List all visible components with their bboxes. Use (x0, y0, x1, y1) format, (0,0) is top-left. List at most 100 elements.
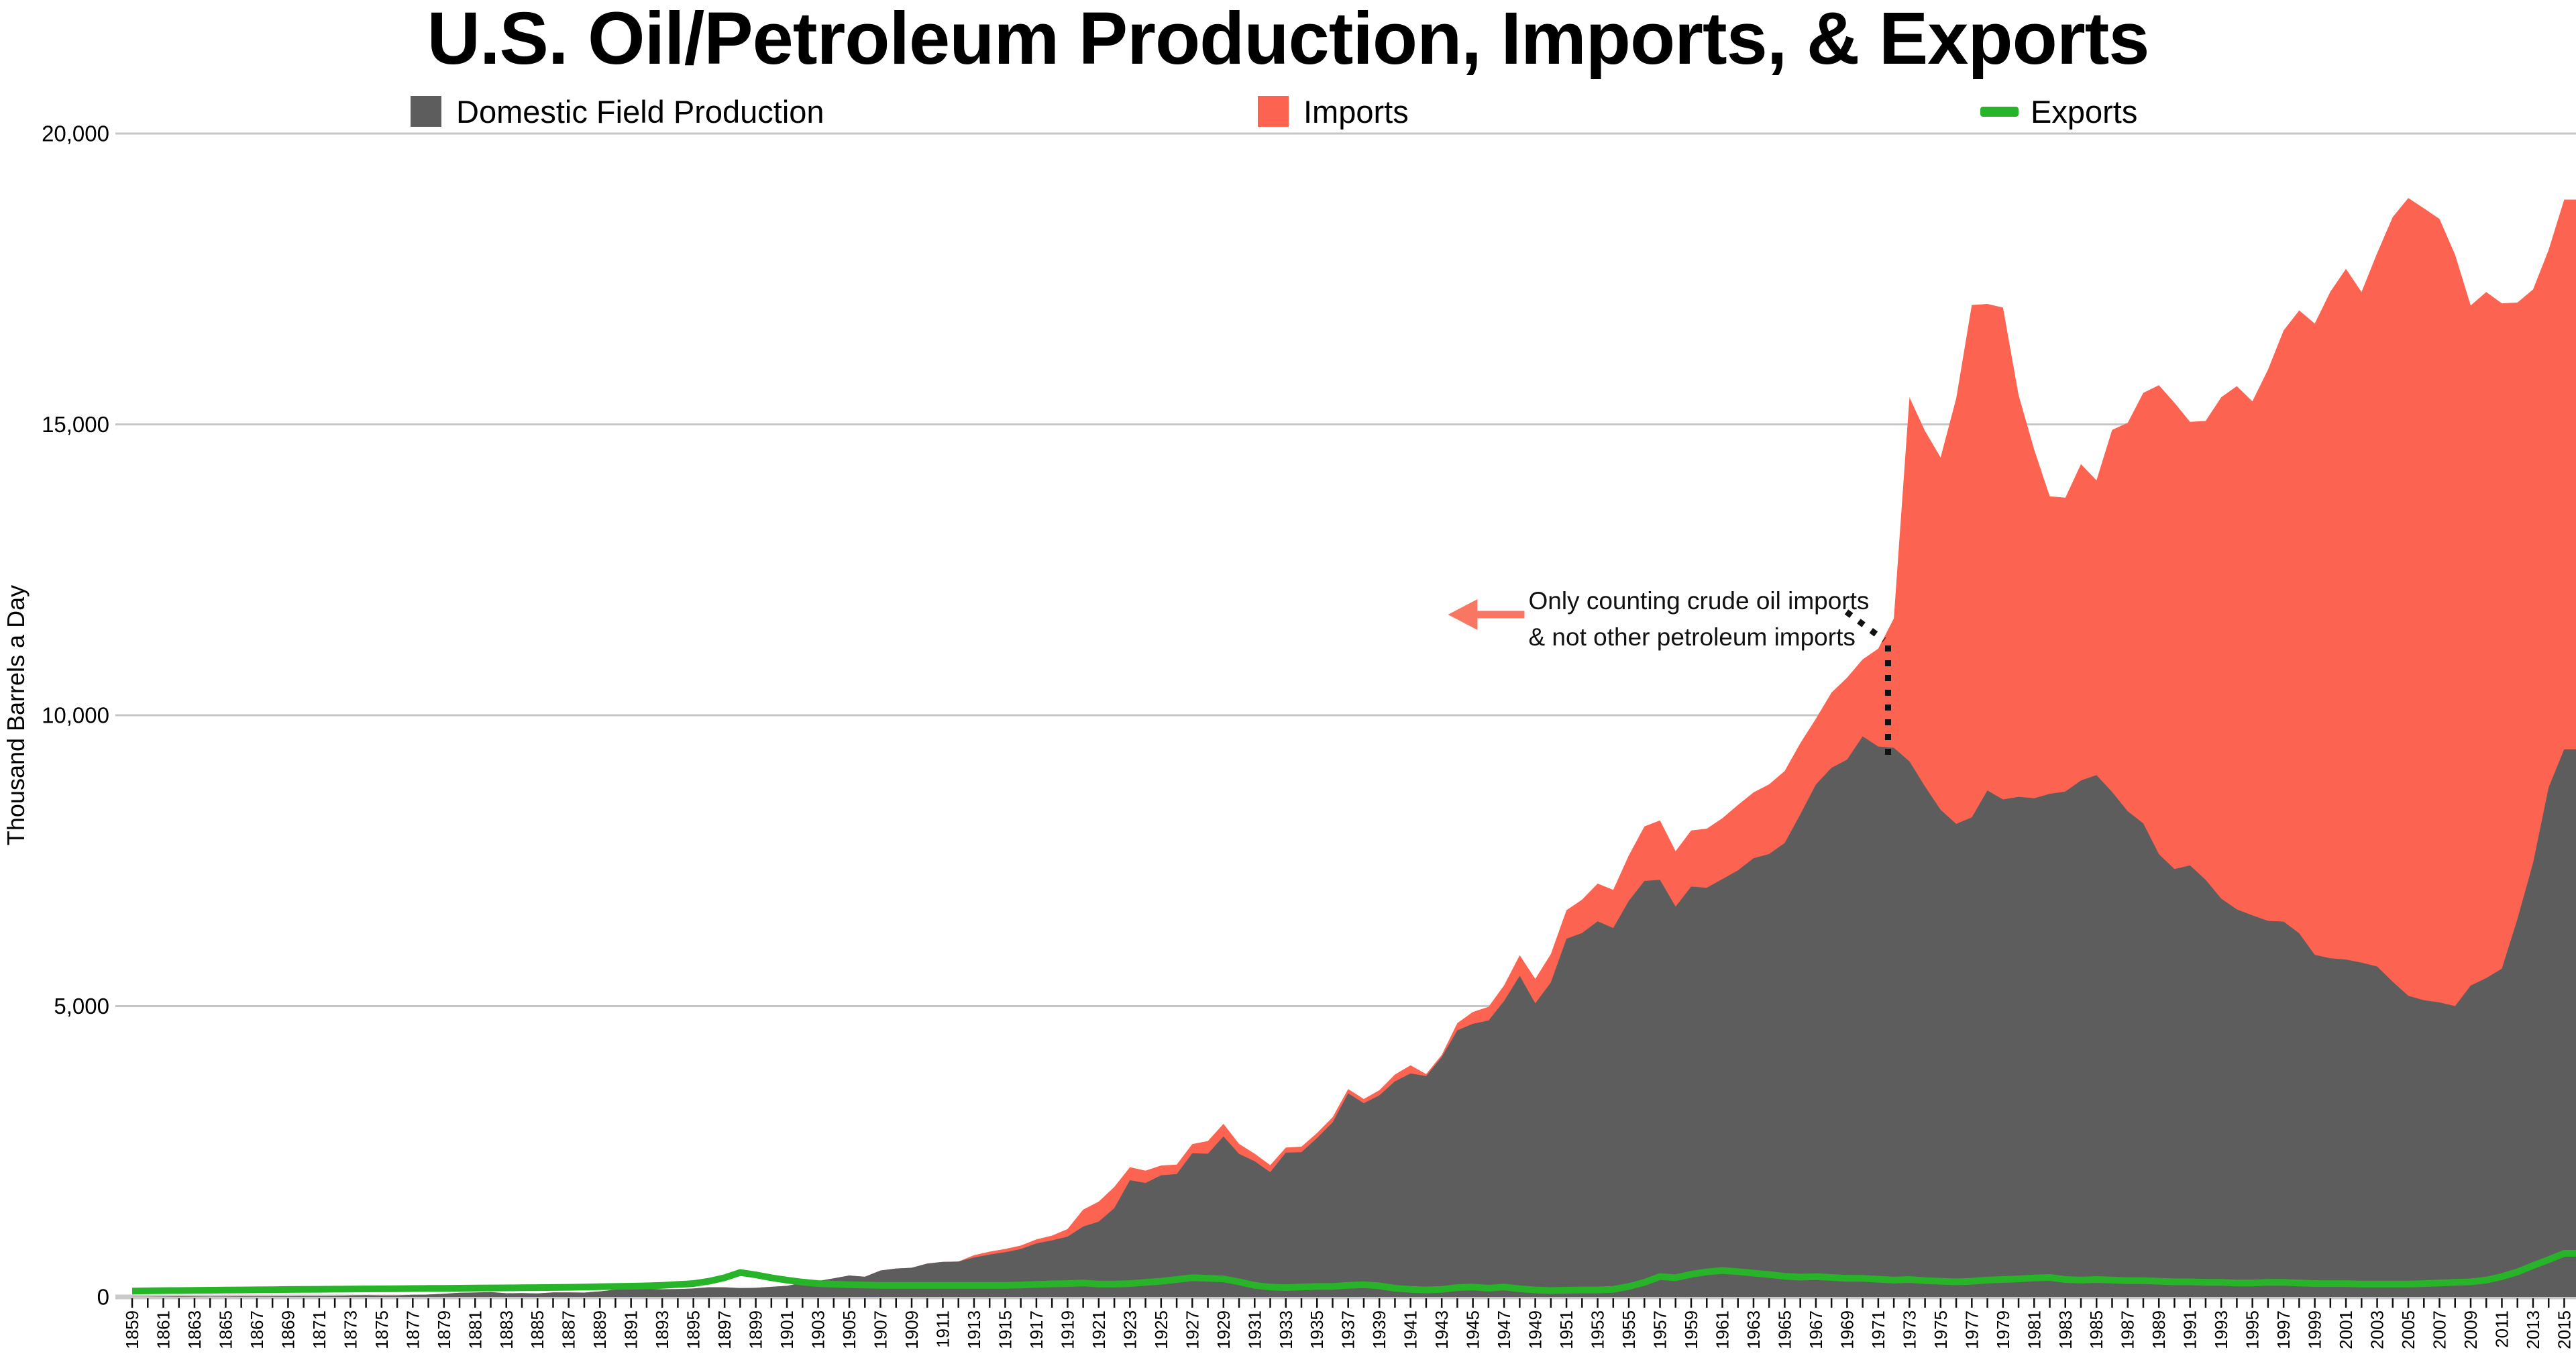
x-tick-label: 1889 (590, 1310, 610, 1349)
x-tick-label: 1949 (1525, 1310, 1546, 1349)
legend-label-imports: Imports (1303, 93, 1409, 129)
y-tick-label: 15,000 (42, 412, 109, 437)
x-tick-label: 1981 (2024, 1310, 2044, 1349)
x-tick-label: 1983 (2055, 1310, 2076, 1349)
x-tick-label: 1873 (340, 1310, 360, 1349)
y-tick-label: 5,000 (54, 994, 109, 1018)
x-tick-label: 1959 (1681, 1310, 1701, 1349)
x-tick-label: 1973 (1899, 1310, 1919, 1349)
x-tick-label: 1941 (1401, 1310, 1421, 1349)
x-tick-label: 1867 (247, 1310, 267, 1349)
x-tick-label: 1887 (559, 1310, 579, 1349)
x-tick-label: 1955 (1619, 1310, 1639, 1349)
x-tick-label: 1987 (2118, 1310, 2138, 1349)
x-tick-label: 1879 (434, 1310, 454, 1349)
x-tick-label: 1953 (1588, 1310, 1608, 1349)
x-tick-label: 1929 (1214, 1310, 1234, 1349)
x-tick-label: 1975 (1931, 1310, 1951, 1349)
y-tick-label: 10,000 (42, 703, 109, 728)
x-tick-label: 1967 (1806, 1310, 1826, 1349)
x-tick-label: 1905 (839, 1310, 859, 1349)
x-tick-label: 1995 (2243, 1310, 2263, 1349)
legend-swatch-production-icon (411, 96, 441, 127)
annotation-arrow-icon (1448, 599, 1478, 630)
legend-label-production: Domestic Field Production (456, 93, 824, 129)
exports-line (131, 1250, 2576, 1295)
x-tick-label: 2009 (2461, 1310, 2481, 1349)
x-tick-label: 1999 (2305, 1310, 2325, 1349)
annotation-text-line1: Only counting crude oil imports (1528, 587, 1869, 615)
x-tick-label: 1931 (1244, 1310, 1265, 1349)
x-tick-label: 1921 (1089, 1310, 1109, 1349)
legend-item-exports: Exports (1980, 93, 2137, 130)
x-tick-label: 2001 (2336, 1310, 2356, 1349)
x-tick-label: 1919 (1057, 1310, 1077, 1349)
x-tick-label: 1885 (527, 1310, 547, 1349)
x-tick-label: 1907 (871, 1310, 891, 1349)
x-tick-label: 1951 (1556, 1310, 1576, 1349)
x-tick-label: 1925 (1151, 1310, 1171, 1349)
x-tick-label: 1997 (2273, 1310, 2294, 1349)
x-tick-label: 2005 (2398, 1310, 2418, 1349)
x-tick-label: 1897 (714, 1310, 735, 1349)
y-tick-label: 20,000 (42, 121, 109, 146)
legend-item-imports: Imports (1258, 93, 1409, 130)
x-tick-label: 1947 (1494, 1310, 1514, 1349)
annotation-text-line2: & not other petroleum imports (1528, 623, 1855, 651)
x-tick-label: 1863 (184, 1310, 205, 1349)
x-tick-label: 1977 (1962, 1310, 1982, 1349)
x-tick-label: 1927 (1182, 1310, 1202, 1349)
x-tick-label: 1923 (1120, 1310, 1140, 1349)
x-tick-label: 1893 (652, 1310, 672, 1349)
y-tick-label: 0 (97, 1285, 109, 1310)
x-tick-label: 1859 (122, 1310, 142, 1349)
x-tick-label: 1971 (1868, 1310, 1888, 1349)
x-tick-label: 1899 (746, 1310, 766, 1349)
x-tick-label: 1869 (278, 1310, 298, 1349)
legend-item-production: Domestic Field Production (411, 93, 824, 130)
x-tick-label: 1911 (932, 1310, 953, 1348)
x-tick-label: 1943 (1432, 1310, 1452, 1349)
legend-dash-exports-icon (1980, 106, 2019, 117)
x-tick-label: 1939 (1369, 1310, 1389, 1349)
x-tick-label: 1913 (964, 1310, 984, 1349)
x-tick-label: 1957 (1650, 1310, 1670, 1349)
x-tick-label: 1963 (1743, 1310, 1764, 1349)
x-tick-label: 1915 (995, 1310, 1015, 1349)
x-tick-label: 1917 (1026, 1310, 1046, 1349)
y-axis-title: Thousand Barrels a Day (2, 585, 30, 845)
x-tick-label: 1979 (1993, 1310, 2013, 1349)
x-tick-label: 2011 (2491, 1310, 2512, 1348)
x-tick-label: 2007 (2430, 1310, 2450, 1349)
x-tick-label: 1965 (1774, 1310, 1794, 1349)
annotation: Only counting crude oil imports & not ot… (1448, 587, 1891, 756)
x-tick-label: 1871 (309, 1310, 329, 1349)
x-tick-label: 1945 (1463, 1310, 1483, 1349)
x-tick-label: 1991 (2180, 1310, 2200, 1349)
x-tick-label: 1891 (621, 1310, 641, 1349)
x-tick-label: 1881 (465, 1310, 485, 1349)
plot-areas (131, 198, 2576, 1298)
x-tick-label: 1985 (2086, 1310, 2106, 1349)
chart-title: U.S. Oil/Petroleum Production, Imports, … (427, 0, 2150, 80)
x-tick-label: 2013 (2523, 1310, 2543, 1349)
x-tick-label: 2003 (2367, 1310, 2387, 1349)
axes: 0 5,000 10,000 15,000 20,000 1859 1861 1863 1865… (42, 121, 2574, 1349)
x-tick-label: 1865 (215, 1310, 235, 1349)
x-tick-label: 1875 (372, 1310, 392, 1349)
x-tick-label: 1961 (1712, 1310, 1732, 1349)
x-tick-label: 1861 (153, 1310, 173, 1349)
x-tick-label: 1933 (1276, 1310, 1296, 1349)
x-tick-label: 1969 (1837, 1310, 1857, 1349)
x-tick-label: 1993 (2211, 1310, 2231, 1349)
legend-swatch-imports-icon (1258, 96, 1289, 127)
x-tick-label: 1901 (777, 1310, 797, 1349)
x-tick-label: 1877 (402, 1310, 423, 1349)
x-tick-label: 1883 (496, 1310, 517, 1349)
x-tick-label: 2015 (2554, 1310, 2574, 1349)
x-tick-label: 1895 (684, 1310, 704, 1349)
x-tick-label: 1909 (902, 1310, 922, 1349)
x-tick-label: 1903 (808, 1310, 828, 1349)
x-tick-label: 1989 (2149, 1310, 2169, 1349)
